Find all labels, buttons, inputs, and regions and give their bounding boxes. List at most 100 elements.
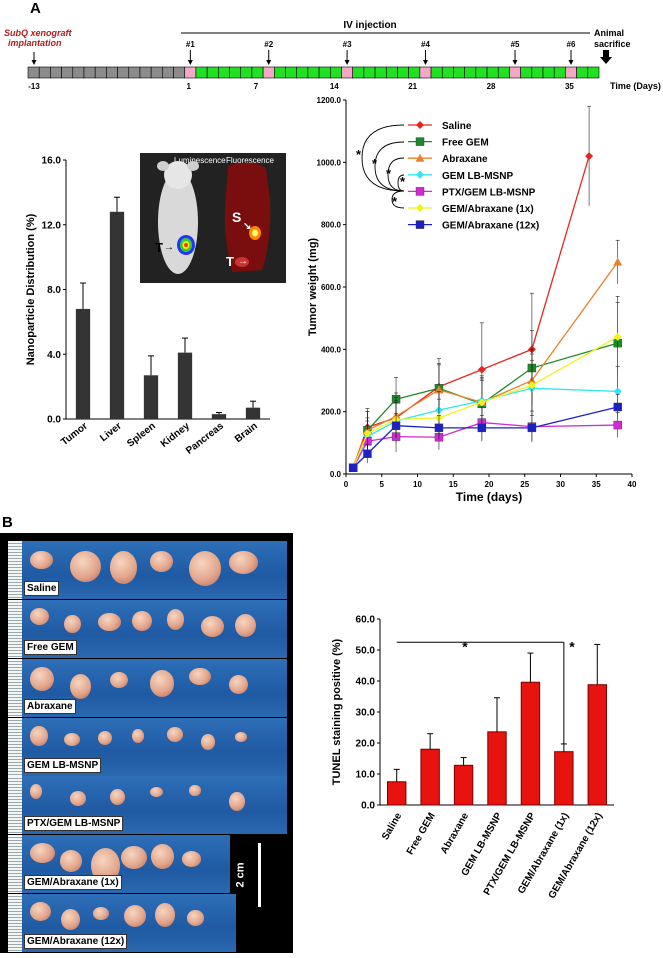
data-point	[415, 137, 425, 146]
legend-label: GEM LB-MSNP	[442, 171, 513, 182]
series-ptx-gem-lb-msnp	[348, 403, 622, 472]
tumor-sample	[151, 844, 174, 869]
data-point	[613, 332, 622, 341]
timeline-cell	[464, 66, 477, 79]
bracket	[374, 141, 405, 192]
data-point	[363, 429, 372, 438]
timeline-cell	[453, 66, 465, 79]
luminescence-signal	[184, 243, 188, 247]
x-tick-label: 30	[556, 480, 565, 489]
photo-row-label: PTX/GEM LB-MSNP	[24, 816, 124, 831]
timeline-cell	[117, 66, 130, 79]
category-label: Liver	[98, 421, 124, 444]
injection-arrowhead	[512, 60, 518, 65]
timeline-cell	[587, 66, 600, 79]
timeline-cell	[565, 66, 577, 79]
timeline-cell	[262, 66, 275, 79]
xenograft-label: SubQ xenograft implantation	[4, 28, 73, 48]
arrow-glyph: →	[164, 242, 174, 253]
data-point	[434, 423, 444, 433]
tumor-sample	[234, 732, 248, 743]
significance-star: *	[386, 166, 392, 181]
bar	[387, 781, 407, 806]
injection-label: #6	[567, 40, 576, 49]
tumor-sample	[30, 902, 52, 922]
legend-label: Abraxane	[442, 154, 488, 165]
y-tick-label: 10.0	[356, 770, 376, 781]
timeline-cell	[341, 66, 353, 79]
ruler	[8, 835, 22, 893]
y-tick-label: 60.0	[356, 615, 376, 626]
category-label: Brain	[233, 421, 260, 445]
data-point	[434, 385, 444, 394]
tumor-sample	[98, 613, 121, 632]
x-tick-label: 0	[344, 480, 349, 489]
timeline-cell	[61, 66, 74, 79]
fluorescence-label: Fluorescence	[226, 156, 275, 165]
x-tick-label: 15	[449, 480, 458, 489]
day-tick-label: 1	[187, 82, 192, 91]
tumor-row: PTX/GEM LB-MSNP	[8, 776, 287, 834]
timeline-cell	[229, 66, 242, 79]
timeline-cell	[509, 66, 521, 79]
timeline-cell	[520, 66, 533, 79]
tumor-sample	[166, 609, 184, 630]
tumor-sample	[30, 843, 55, 863]
photo-row-label: GEM/Abraxane (12x)	[24, 934, 128, 949]
tumor-sample	[30, 784, 43, 799]
timeline-cell	[576, 66, 589, 79]
bar	[487, 731, 507, 806]
legend-label: Free GEM	[442, 138, 489, 149]
tumor-row: GEM LB-MSNP	[8, 718, 287, 776]
timeline-cell	[94, 66, 107, 79]
tumor-sample	[109, 789, 125, 806]
tumor-sample	[64, 733, 80, 746]
significance-star: *	[400, 174, 406, 189]
tumor-sample	[30, 726, 48, 746]
tumor-sample	[132, 729, 145, 744]
timeline-cell	[352, 66, 365, 79]
tumor-photo-panel: Saline Free GEM Abraxane GEM LB-MSNP PTX/GEM…	[0, 533, 293, 953]
x-tick-label: 10	[413, 480, 422, 489]
tunel-chart: 0.0 10.0 20.0 30.0 40.0 50.0 60.0 Saline Free GE…	[331, 615, 614, 901]
data-point	[391, 421, 401, 430]
timeline-cell	[542, 66, 555, 79]
series-free-gem	[348, 296, 622, 472]
ruler	[8, 541, 22, 599]
sacrifice-arrow	[600, 50, 612, 64]
tumor-sample	[30, 667, 54, 691]
photo-row-label: GEM LB-MSNP	[24, 758, 102, 773]
data-point	[527, 381, 536, 390]
photo-row-label: Saline	[24, 581, 60, 596]
data-point	[477, 365, 486, 374]
data-point	[416, 121, 424, 129]
mouse-head	[164, 161, 192, 189]
ruler	[8, 659, 22, 717]
tumor-row: Abraxane	[8, 659, 287, 717]
timeline-cell	[397, 66, 409, 79]
y-tick-label: 200.0	[321, 408, 342, 417]
data-point	[415, 153, 425, 162]
tumor-sample	[189, 785, 201, 797]
timeline-cell	[430, 66, 443, 79]
tumor-sample	[69, 674, 91, 700]
tumor-row: Saline	[8, 541, 287, 599]
xenograft-arrowhead	[31, 60, 37, 65]
data-point	[477, 423, 487, 433]
tumor-sample	[200, 734, 216, 751]
panel-b-label: B	[2, 514, 13, 531]
timeline-cell	[419, 66, 432, 79]
tumor-sample	[98, 731, 113, 745]
tumor-sample	[121, 846, 147, 870]
series-gem-abraxane-1x-	[349, 302, 622, 472]
t-mark: T	[155, 240, 163, 255]
timeline-cell	[218, 66, 230, 79]
tumor-sample	[229, 792, 245, 811]
data-point	[416, 204, 424, 212]
y-tick-label: 20.0	[356, 739, 376, 750]
timeline-cell	[475, 66, 488, 79]
tumor-sample	[189, 668, 212, 686]
tumor-sample	[189, 551, 222, 587]
y-tick-label: 50.0	[356, 646, 376, 657]
